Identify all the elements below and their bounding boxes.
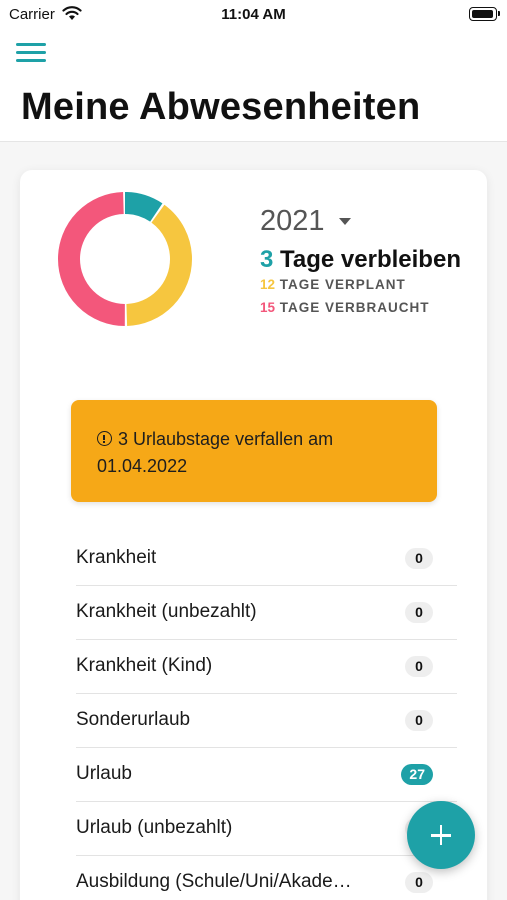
expiry-warning-banner: 3 Urlaubstage verfallen am 01.04.2022 (71, 400, 437, 502)
info-circle-icon (97, 431, 112, 446)
count-badge: 0 (405, 602, 433, 623)
donut-segment (58, 192, 192, 326)
expiry-warning-text: 3 Urlaubstage verfallen am 01.04.2022 (97, 429, 334, 476)
absence-type-label: Ausbildung (Schule/Uni/Akade… (76, 871, 352, 892)
list-item[interactable]: Krankheit (unbezahlt) 0 (76, 586, 457, 640)
list-item[interactable]: Krankheit (Kind) 0 (76, 640, 457, 694)
app-header: Meine Abwesenheiten (0, 30, 507, 142)
absence-type-label: Krankheit (Kind) (76, 655, 213, 676)
page-title: Meine Abwesenheiten (21, 86, 421, 128)
donut-segment (58, 192, 192, 326)
year-value: 2021 (260, 205, 325, 237)
list-item[interactable]: Sonderurlaub 0 (76, 694, 457, 748)
planned-days-number: 12 (260, 277, 276, 292)
wifi-icon (62, 6, 82, 20)
hamburger-menu-icon[interactable] (16, 43, 46, 63)
carrier-label: Carrier (9, 6, 55, 23)
list-item[interactable]: Urlaub 27 (76, 748, 457, 802)
count-badge: 0 (405, 656, 433, 677)
battery-icon (469, 7, 500, 21)
count-badge: 0 (405, 710, 433, 731)
list-item[interactable]: Krankheit 0 (76, 532, 457, 586)
absence-type-list: Krankheit 0 Krankheit (unbezahlt) 0 Krankhei… (76, 532, 457, 900)
donut-segment (58, 192, 192, 326)
absence-donut-chart (58, 192, 192, 326)
planned-days-text: TAGE VERPLANT (275, 277, 406, 292)
year-selector[interactable]: 2021 (260, 205, 351, 238)
absence-type-label: Urlaub (76, 763, 132, 784)
absence-type-label: Sonderurlaub (76, 709, 191, 730)
planned-days: 12 TAGE VERPLANT (260, 277, 406, 292)
absence-summary-card: 2021 3 Tage verbleiben 12 TAGE VERPLANT … (20, 170, 487, 900)
used-days-text: TAGE VERBRAUCHT (275, 300, 430, 315)
absence-type-label: Urlaub (unbezahlt) (76, 817, 233, 838)
status-bar: Carrier 11:04 AM (0, 0, 507, 30)
used-days: 15 TAGE VERBRAUCHT (260, 300, 430, 315)
absence-type-label: Krankheit (76, 547, 157, 568)
list-item[interactable]: Ausbildung (Schule/Uni/Akade… 0 (76, 856, 457, 900)
caret-down-icon (338, 218, 351, 225)
remaining-days-number: 3 (260, 246, 274, 273)
clock: 11:04 AM (221, 6, 286, 23)
count-badge: 0 (405, 872, 433, 893)
add-absence-button[interactable] (407, 801, 475, 869)
count-badge: 27 (401, 764, 433, 785)
absence-type-label: Krankheit (unbezahlt) (76, 601, 257, 622)
used-days-number: 15 (260, 300, 276, 315)
count-badge: 0 (405, 548, 433, 569)
remaining-days: 3 Tage verbleiben (260, 246, 461, 274)
remaining-days-text: Tage verbleiben (273, 246, 461, 273)
list-item[interactable]: Urlaub (unbezahlt)0 (76, 802, 457, 856)
